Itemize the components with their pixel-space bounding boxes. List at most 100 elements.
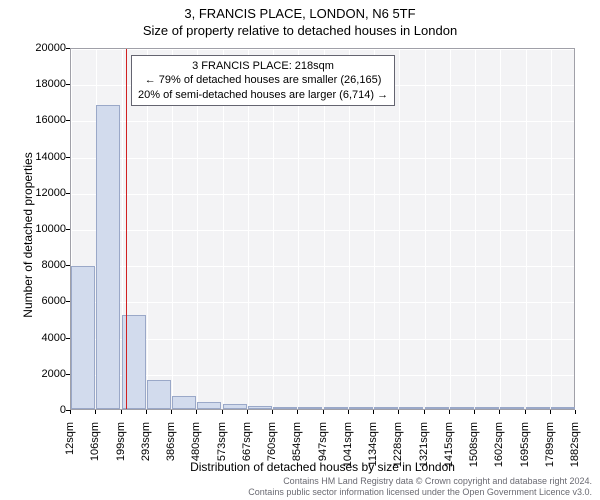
marker-line: [126, 49, 127, 409]
y-tick-mark: [66, 48, 70, 49]
x-tick-label: 1321sqm: [418, 422, 430, 472]
x-tick-label: 573sqm: [216, 422, 228, 472]
histogram-bar: [399, 407, 423, 409]
x-tick-mark: [323, 410, 324, 414]
x-tick-mark: [348, 410, 349, 414]
y-tick-mark: [66, 84, 70, 85]
histogram-bar: [349, 407, 373, 409]
x-tick-mark: [575, 410, 576, 414]
x-tick-mark: [121, 410, 122, 414]
y-tick-mark: [66, 193, 70, 194]
histogram-bar: [324, 407, 348, 409]
y-tick-label: 0: [21, 404, 66, 416]
y-tick-label: 2000: [21, 368, 66, 380]
x-tick-mark: [398, 410, 399, 414]
x-tick-mark: [95, 410, 96, 414]
histogram-bar: [450, 407, 474, 409]
histogram-bar: [273, 407, 297, 409]
y-tick-label: 20000: [21, 42, 66, 54]
gridline-v: [500, 49, 501, 409]
gridline-v: [425, 49, 426, 409]
histogram-bar: [500, 407, 524, 409]
x-tick-label: 386sqm: [165, 422, 177, 472]
y-tick-label: 16000: [21, 114, 66, 126]
annotation-line1: 3 FRANCIS PLACE: 218sqm: [138, 59, 388, 73]
x-tick-label: 106sqm: [89, 422, 101, 472]
y-tick-label: 4000: [21, 332, 66, 344]
x-tick-mark: [424, 410, 425, 414]
footer: Contains HM Land Registry data © Crown c…: [248, 476, 592, 498]
histogram-bar: [374, 407, 398, 409]
x-tick-label: 199sqm: [115, 422, 127, 472]
annotation-box: 3 FRANCIS PLACE: 218sqm ← 79% of detache…: [131, 55, 395, 106]
x-tick-label: 1602sqm: [493, 422, 505, 472]
y-tick-mark: [66, 374, 70, 375]
x-tick-mark: [222, 410, 223, 414]
histogram-bar: [475, 407, 499, 409]
x-tick-label: 1134sqm: [367, 422, 379, 472]
histogram-bar: [298, 407, 322, 409]
x-tick-mark: [297, 410, 298, 414]
x-tick-mark: [474, 410, 475, 414]
x-tick-label: 12sqm: [64, 422, 76, 472]
x-tick-mark: [449, 410, 450, 414]
x-tick-mark: [499, 410, 500, 414]
y-tick-label: 8000: [21, 259, 66, 271]
x-tick-label: 1041sqm: [342, 422, 354, 472]
plot-area: 3 FRANCIS PLACE: 218sqm ← 79% of detache…: [70, 48, 575, 410]
annotation-line2: ← 79% of detached houses are smaller (26…: [138, 73, 388, 87]
y-tick-label: 14000: [21, 151, 66, 163]
x-tick-label: 854sqm: [291, 422, 303, 472]
gridline-v: [450, 49, 451, 409]
y-tick-mark: [66, 301, 70, 302]
y-tick-mark: [66, 157, 70, 158]
footer-line1: Contains HM Land Registry data © Crown c…: [248, 476, 592, 487]
x-tick-mark: [70, 410, 71, 414]
histogram-bar: [197, 402, 221, 409]
y-tick-mark: [66, 120, 70, 121]
x-tick-label: 1415sqm: [443, 422, 455, 472]
histogram-bar: [147, 380, 171, 409]
histogram-bar: [425, 407, 449, 409]
x-tick-label: 667sqm: [241, 422, 253, 472]
histogram-bar: [551, 407, 575, 409]
histogram-bar: [223, 404, 247, 409]
annotation-line3: 20% of semi-detached houses are larger (…: [138, 88, 388, 102]
x-tick-label: 1508sqm: [468, 422, 480, 472]
x-tick-mark: [196, 410, 197, 414]
x-tick-label: 293sqm: [140, 422, 152, 472]
x-tick-label: 947sqm: [317, 422, 329, 472]
y-tick-label: 6000: [21, 295, 66, 307]
x-tick-mark: [146, 410, 147, 414]
x-tick-mark: [525, 410, 526, 414]
gridline-v: [399, 49, 400, 409]
chart-title: 3, FRANCIS PLACE, LONDON, N6 5TF: [0, 0, 600, 21]
gridline-v: [576, 49, 577, 409]
x-tick-label: 480sqm: [190, 422, 202, 472]
x-tick-mark: [272, 410, 273, 414]
y-tick-label: 10000: [21, 223, 66, 235]
x-tick-label: 1789sqm: [544, 422, 556, 472]
y-tick-mark: [66, 265, 70, 266]
x-tick-label: 1695sqm: [519, 422, 531, 472]
y-tick-mark: [66, 338, 70, 339]
histogram-bar: [71, 266, 95, 409]
gridline-v: [475, 49, 476, 409]
gridline-v: [526, 49, 527, 409]
chart-subtitle: Size of property relative to detached ho…: [0, 21, 600, 38]
gridline-v: [551, 49, 552, 409]
x-tick-label: 1882sqm: [569, 422, 581, 472]
footer-line2: Contains public sector information licen…: [248, 487, 592, 498]
y-tick-mark: [66, 229, 70, 230]
histogram-bar: [172, 396, 196, 409]
x-tick-mark: [550, 410, 551, 414]
histogram-bar: [526, 407, 550, 409]
histogram-bar: [248, 406, 272, 409]
x-tick-mark: [373, 410, 374, 414]
histogram-bar: [96, 105, 120, 409]
y-tick-label: 18000: [21, 78, 66, 90]
x-tick-label: 760sqm: [266, 422, 278, 472]
x-tick-mark: [247, 410, 248, 414]
x-tick-mark: [171, 410, 172, 414]
x-tick-label: 1228sqm: [392, 422, 404, 472]
